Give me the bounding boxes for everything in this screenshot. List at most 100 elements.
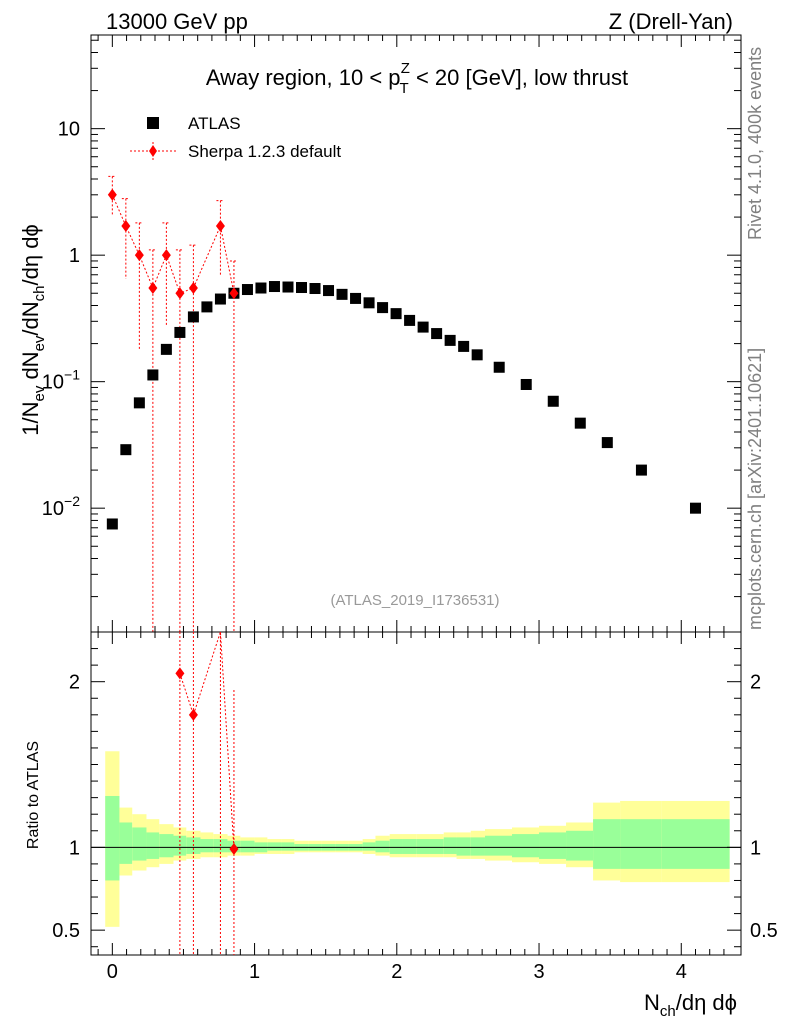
band-stat-31 <box>566 830 594 861</box>
atlas-point-7 <box>201 301 213 313</box>
legend: ATLAS Sherpa 1.2.3 default <box>130 114 341 161</box>
band-stat-7 <box>200 839 214 853</box>
main-axis-ticks <box>91 35 741 632</box>
ratio-sherpa-line <box>179 631 235 850</box>
band-stat-0 <box>105 795 120 881</box>
x-tick-label-2: 2 <box>391 961 402 983</box>
sherpa-error-bars <box>108 175 238 632</box>
atlas-point-21 <box>390 308 402 320</box>
x-tick-label-1: 1 <box>249 961 260 983</box>
band-stat-12 <box>267 842 282 851</box>
ratio-y-tick-label-right-2: 2 <box>750 672 761 694</box>
main-y-tick-label-0: 10−2 <box>42 493 80 520</box>
legend-sherpa-marker <box>149 145 157 157</box>
atlas-point-22 <box>404 314 416 326</box>
band-stat-25 <box>443 837 457 854</box>
atlas-point-23 <box>417 321 429 333</box>
main-y-tick-label-3: 10 <box>58 119 80 141</box>
atlas-point-28 <box>493 361 505 373</box>
ratio-y-axis-label: Ratio to ATLAS <box>25 741 42 849</box>
band-stat-27 <box>470 837 485 856</box>
atlas-point-24 <box>431 328 443 340</box>
legend-atlas-label: ATLAS <box>188 114 241 133</box>
band-stat-10 <box>240 840 255 853</box>
band-stat-4 <box>159 834 174 858</box>
band-stat-3 <box>146 832 160 859</box>
band-stat-21 <box>389 839 403 854</box>
atlas-point-18 <box>350 292 362 304</box>
atlas-point-27 <box>471 349 483 361</box>
header-process: Z (Drell-Yan) <box>609 9 733 34</box>
atlas-point-2 <box>133 397 145 409</box>
ratio-y-tick-label-left-0.5: 0.5 <box>52 920 80 942</box>
band-stat-24 <box>429 839 444 854</box>
atlas-point-32 <box>601 437 613 449</box>
legend-atlas-marker <box>147 117 159 129</box>
atlas-point-15 <box>309 283 321 295</box>
atlas-point-20 <box>377 302 389 314</box>
sherpa-point-7 <box>215 220 225 233</box>
atlas-point-33 <box>635 464 647 476</box>
band-stat-23 <box>416 839 430 854</box>
ratio-y-tick-label-left-1: 1 <box>69 837 80 859</box>
ratio-sherpa-point-3 <box>229 842 239 855</box>
sherpa-point-3 <box>148 282 158 295</box>
ratio-uncertainty-bands <box>105 751 730 927</box>
sherpa-point-8 <box>229 287 239 300</box>
atlas-point-4 <box>160 343 172 355</box>
atlas-point-13 <box>282 281 294 293</box>
band-stat-34 <box>661 819 730 869</box>
band-stat-33 <box>620 819 662 869</box>
sherpa-point-4 <box>161 249 171 262</box>
ratio-y-tick-label-left-2: 2 <box>69 672 80 694</box>
mcplots-label: mcplots.cern.ch [arXiv:2401.10621] <box>745 348 765 630</box>
atlas-point-3 <box>147 369 159 381</box>
band-stat-26 <box>456 837 471 856</box>
chart-title: Away region, 10 < pTZ < 20 [GeV], low th… <box>206 60 628 97</box>
atlas-point-5 <box>174 326 186 338</box>
main-y-axis-label: 1/Nev dNev/dNch/dη dϕ <box>18 224 48 436</box>
band-stat-1 <box>119 822 133 864</box>
sherpa-line <box>111 194 235 294</box>
atlas-point-16 <box>323 285 335 297</box>
atlas-point-30 <box>547 395 559 407</box>
atlas-point-8 <box>214 293 226 305</box>
atlas-point-26 <box>458 340 470 352</box>
sherpa-point-0 <box>107 188 117 201</box>
legend-sherpa-label: Sherpa 1.2.3 default <box>188 142 341 161</box>
main-y-tick-labels: 10−2 10−1 1 10 <box>42 119 80 521</box>
atlas-point-10 <box>241 284 253 296</box>
main-y-tick-label-1: 10−1 <box>42 367 80 394</box>
ratio-sherpa-series <box>175 631 239 955</box>
x-axis-label: Nch/dη dϕ <box>644 990 737 1020</box>
main-y-tick-label-2: 1 <box>69 245 80 267</box>
band-stat-28 <box>484 835 513 856</box>
sherpa-connecting-line <box>111 194 235 294</box>
ratio-sherpa-point-0 <box>175 667 185 680</box>
band-stat-2 <box>132 827 147 861</box>
atlas-point-11 <box>255 282 267 294</box>
main-data-points <box>106 188 701 530</box>
ratio-panel <box>90 631 742 956</box>
band-stat-19 <box>362 842 376 851</box>
ratio-tick-labels: 0 1 2 3 4 0.5 0.5 1 1 2 2 <box>52 672 778 983</box>
ratio-y-tick-label-right-1: 1 <box>750 837 761 859</box>
atlas-point-29 <box>520 378 532 390</box>
atlas-point-1 <box>120 444 132 456</box>
header-energy: 13000 GeV pp <box>106 9 248 34</box>
sherpa-point-1 <box>121 220 131 233</box>
ratio-sherpa-point-1 <box>188 708 198 721</box>
atlas-point-31 <box>574 417 586 429</box>
atlas-point-25 <box>444 334 456 346</box>
sherpa-point-5 <box>175 287 185 300</box>
band-stat-32 <box>593 819 621 869</box>
band-stat-13 <box>281 842 295 851</box>
band-stat-30 <box>539 832 567 859</box>
atlas-point-12 <box>268 281 280 293</box>
x-tick-label-0: 0 <box>107 961 118 983</box>
atlas-point-34 <box>689 502 701 514</box>
atlas-point-17 <box>336 288 348 300</box>
x-tick-label-4: 4 <box>676 961 687 983</box>
rivet-version-label: Rivet 4.1.0, 400k events <box>745 47 765 240</box>
